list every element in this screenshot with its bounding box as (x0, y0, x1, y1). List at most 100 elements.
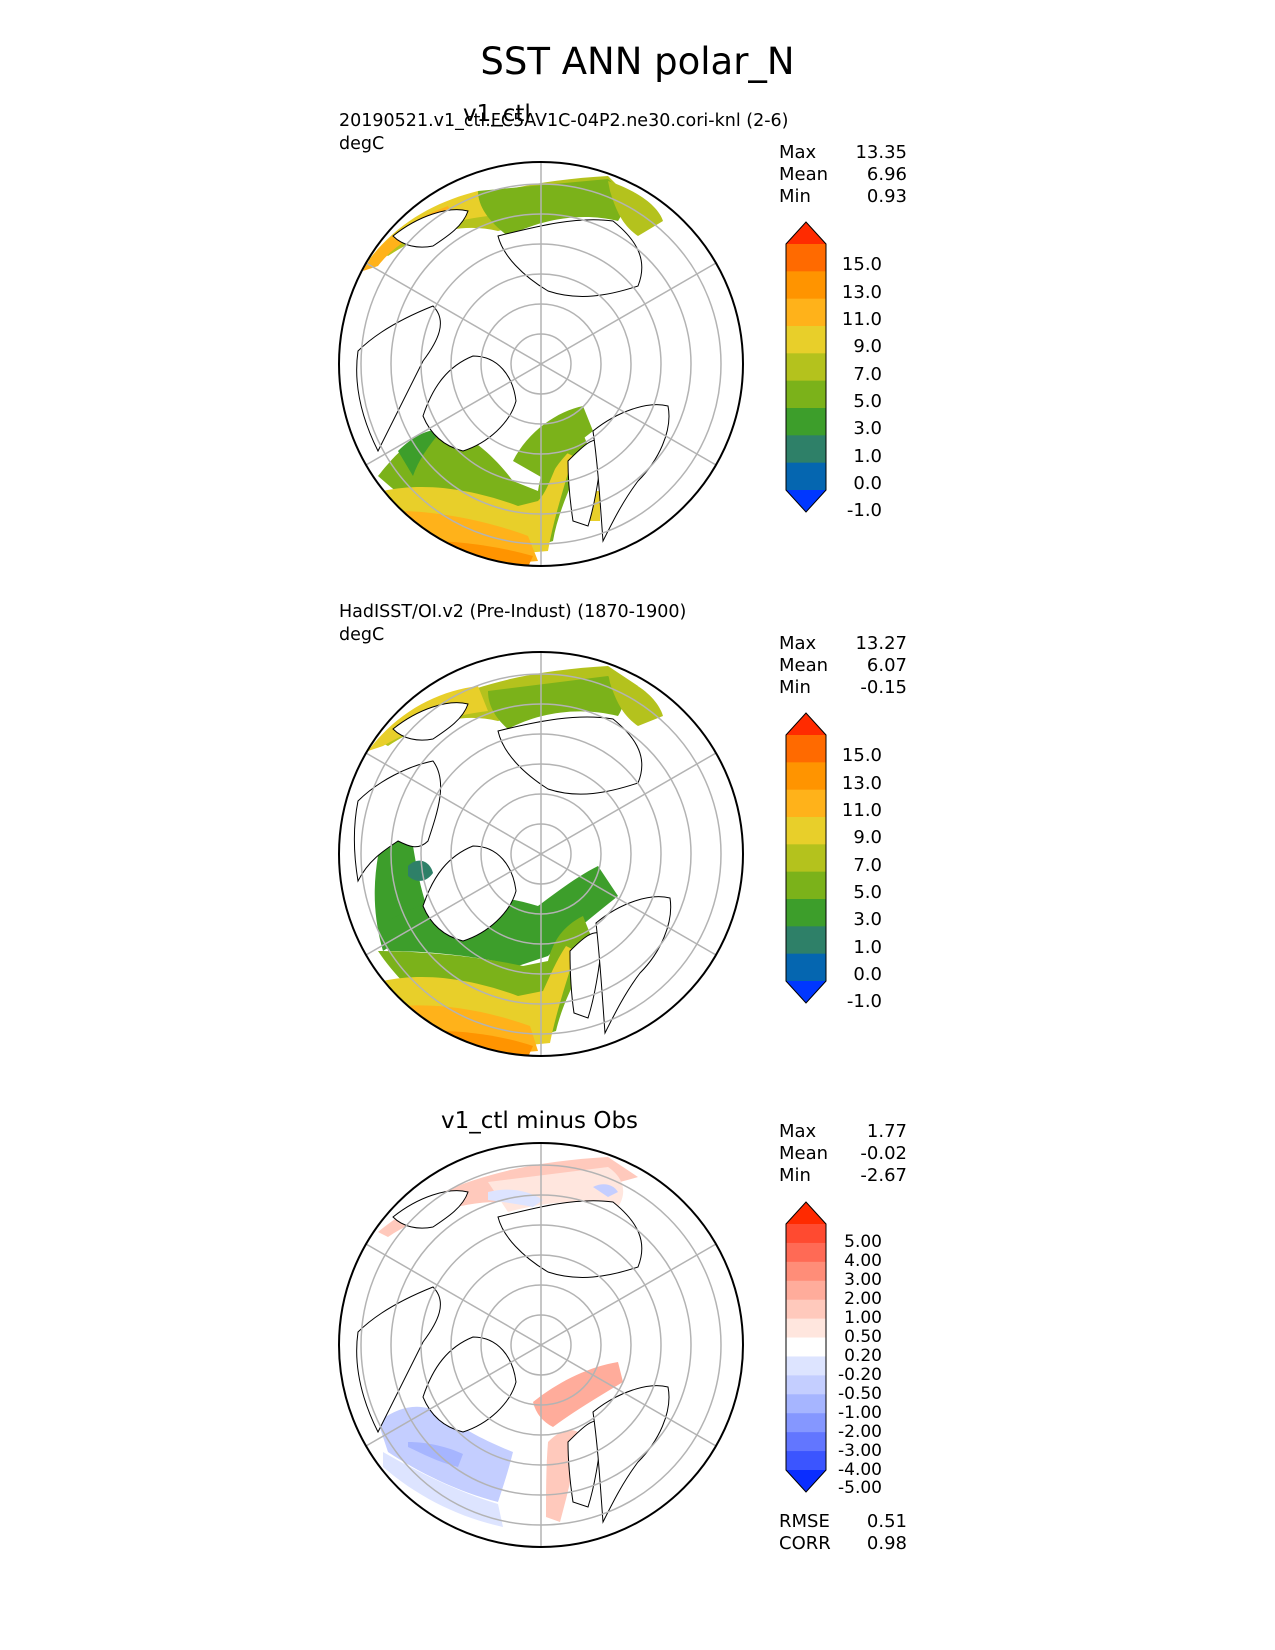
colorbar-segment (786, 1299, 826, 1320)
colorbar-segment (786, 1224, 826, 1244)
colorbar-tick-label: -4.00 (838, 1459, 882, 1480)
panel-2-left-label: HadISST/OI.v2 (Pre-Indust) (1870-1900) (339, 602, 687, 622)
panel-2-units: degC (339, 625, 385, 645)
stat-mean-row: Mean 6.07 (779, 655, 907, 676)
colorbar-outline (785, 712, 827, 1004)
colorbar-extend-max (786, 222, 826, 244)
colorbar-segment (786, 326, 826, 354)
panel-3-metrics: RMSE 0.51 CORR 0.98 (779, 1511, 907, 1555)
ocean-zone-bering-green (488, 676, 624, 729)
ocean-zone-atlantic-yellow (383, 451, 573, 556)
colorbar-3 (785, 1201, 827, 1493)
colorbar-tick-label: 15.0 (841, 745, 882, 767)
colorbar-tick-label: 0.20 (844, 1345, 882, 1366)
colorbar-tick-label: 5.00 (844, 1232, 882, 1253)
polar-map-3 (338, 1142, 744, 1548)
colorbar-segment (786, 844, 826, 873)
graticule (360, 1143, 722, 1547)
panel-3-title: v1_ctl minus Obs (441, 1108, 639, 1134)
colorbar-segment (786, 1375, 826, 1395)
colorbar-segment (786, 244, 826, 272)
colorbar-tick-label: 11.0 (841, 800, 882, 821)
land-europe-russia (592, 404, 670, 543)
colorbar-tick-label: 9.0 (853, 827, 882, 849)
land-scandinavia (567, 1420, 604, 1508)
stat-mean-row: Mean 6.96 (779, 164, 907, 185)
stat-min-row: Min 0.93 (779, 186, 907, 207)
main-title: SST ANN polar_N (480, 40, 795, 83)
colorbar-segment (786, 462, 826, 491)
colorbar-tick-label: 9.0 (853, 336, 882, 358)
land-greenland (422, 1336, 517, 1433)
colorbar-segment (786, 1261, 826, 1282)
polar-map-1 (338, 161, 744, 567)
panel-1-units: degC (339, 134, 385, 154)
colorbar-tick-label: 11.0 (841, 309, 882, 330)
ocean-zone-pacific-east (608, 181, 663, 236)
colorbar-tick-label: -1.0 (846, 500, 882, 522)
stat-mean-row: Mean -0.02 (779, 1143, 907, 1164)
ocean-zone-bering-green (478, 179, 624, 236)
land-europe-russia (595, 896, 672, 1035)
colorbar-tick-label: 7.0 (853, 854, 882, 876)
stat-max-row: Max 1.77 (779, 1121, 907, 1142)
map-boundary (338, 1142, 744, 1548)
colorbar-segment (786, 435, 826, 464)
meridian (365, 1243, 717, 1447)
graticule (360, 162, 722, 566)
diff-zone-atlantic-south-blue (408, 1442, 463, 1467)
colorbar-tick-label: 0.0 (853, 473, 882, 494)
colorbar-tick-label: 7.0 (853, 363, 882, 385)
colorbar-segment (786, 1337, 826, 1357)
colorbar-segment (786, 789, 826, 818)
colorbar-segment (786, 953, 826, 982)
colorbar-segment (786, 1280, 826, 1301)
ocean-zone-atlantic-yellow (383, 946, 576, 1049)
colorbar-segment (786, 1413, 826, 1433)
land-siberia (497, 1200, 643, 1278)
colorbar-tick-label: 13.0 (841, 281, 882, 303)
land-greenland (422, 355, 517, 452)
colorbar-tick-label: 5.0 (853, 391, 882, 412)
ocean-zone-barents-green (513, 406, 593, 481)
colorbar-segment (786, 762, 826, 791)
colorbar-tick-label: -0.50 (838, 1383, 882, 1404)
colorbar-tick-label: -1.00 (838, 1402, 882, 1423)
land-canada (353, 760, 442, 883)
stat-max-row: Max 13.27 (779, 633, 907, 654)
colorbar-tick-label: -3.00 (838, 1440, 882, 1461)
colorbar-extend-min (786, 981, 826, 1003)
colorbar-tick-label: 5.0 (853, 882, 882, 903)
colorbar-segment (786, 1242, 826, 1263)
colorbar-2 (785, 712, 827, 1004)
colorbar-extend-max (786, 1202, 826, 1224)
stat-min-row: Min -0.15 (779, 677, 907, 698)
stat-min-row: Min -2.67 (779, 1165, 907, 1186)
colorbar-segment (786, 735, 826, 763)
colorbar-extend-min (786, 1470, 826, 1492)
colorbar-segment (786, 1356, 826, 1376)
diff-zone-east-blue (593, 1184, 618, 1197)
colorbar-extend-max (786, 713, 826, 735)
diff-zone-barents-red (533, 1362, 623, 1427)
colorbar-segment (786, 1318, 826, 1339)
colorbar-tick-label: 1.00 (844, 1308, 882, 1329)
panel-3-stats: Max 1.77 Mean -0.02 Min -2.67 (779, 1121, 907, 1187)
stat-max-row: Max 13.35 (779, 142, 907, 163)
colorbar-1 (785, 221, 827, 513)
colorbar-tick-label: -1.0 (846, 991, 882, 1013)
colorbar-segment (786, 1394, 826, 1414)
colorbar-tick-label: 1.0 (853, 936, 882, 958)
colorbar-segment (786, 380, 826, 409)
panel-1-title: v1_ctl (463, 101, 531, 127)
panel-2-stats: Max 13.27 Mean 6.07 Min -0.15 (779, 633, 907, 699)
colorbar-extend-min (786, 490, 826, 512)
colorbar-tick-label: 3.0 (853, 909, 882, 931)
meridian (365, 752, 717, 956)
colorbar-segment (786, 817, 826, 845)
land-siberia (497, 219, 643, 297)
colorbar-segment (786, 1432, 826, 1452)
colorbar-segment (786, 899, 826, 927)
polar-map-2 (338, 651, 744, 1057)
colorbar-segment (786, 1451, 826, 1471)
